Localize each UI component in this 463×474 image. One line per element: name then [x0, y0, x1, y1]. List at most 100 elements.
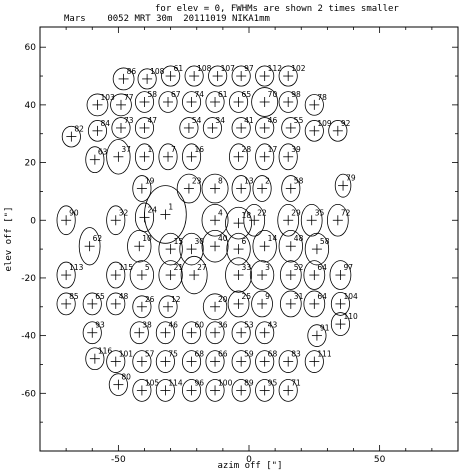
detector-72: 72: [326, 203, 351, 237]
detector-label: 64: [317, 263, 327, 272]
detector-84: 84: [87, 119, 110, 142]
detector-label: 46: [168, 321, 178, 330]
detector-ellipse: [255, 117, 275, 139]
detector-ellipse: [307, 324, 327, 347]
y-tick-label: 0: [30, 216, 36, 226]
detector-ellipse: [158, 232, 183, 266]
detector-70: 70: [251, 87, 279, 117]
detector-109: 109: [304, 119, 332, 142]
detector-label: 67: [171, 90, 181, 99]
detector-ellipse: [255, 350, 275, 373]
detector-label: 30: [195, 237, 205, 246]
detector-ellipse: [225, 206, 253, 240]
detector-label: 60: [195, 321, 205, 330]
x-tick-label: 50: [374, 455, 386, 465]
detector-ellipse: [108, 373, 128, 397]
detector-label: 33: [242, 263, 252, 272]
detector-label: 22: [257, 208, 267, 217]
detector-ellipse: [255, 379, 275, 402]
detector-64: 64: [303, 260, 327, 290]
detector-ellipse: [127, 229, 152, 263]
detector-label: 70: [268, 90, 278, 99]
detector-96: 96: [181, 378, 204, 402]
detector-52: 52: [279, 260, 304, 290]
detector-78: 78: [304, 93, 327, 116]
detector-112: 112: [255, 64, 282, 87]
detector-ellipse: [106, 139, 131, 175]
detector-ellipse: [184, 65, 204, 87]
detector-ellipse: [161, 65, 181, 87]
detector-ellipse: [56, 205, 76, 236]
chart-title: for elev = 0, FWHMs are shown 2 times sm…: [155, 4, 399, 14]
detector-ellipse: [158, 295, 178, 319]
detector-label: 91: [320, 324, 330, 333]
detector-30: 30: [179, 232, 205, 266]
detector-ellipse: [180, 255, 208, 295]
detector-ellipse: [134, 91, 155, 113]
detector-ellipse: [251, 87, 279, 117]
detector-ellipse: [82, 292, 102, 316]
detector-74: 74: [181, 90, 204, 113]
detector-ellipse: [155, 379, 175, 402]
detector-ellipse: [181, 379, 202, 402]
y-tick-label: 40: [25, 101, 37, 111]
detector-6: 6: [226, 232, 251, 266]
detector-57: 57: [132, 350, 155, 373]
detector-26: 26: [132, 295, 155, 319]
detector-ellipse: [106, 261, 126, 289]
detector-58: 58: [134, 90, 157, 113]
detector-ellipse: [300, 203, 323, 237]
detector-ellipse: [82, 321, 102, 345]
detector-ellipse: [158, 260, 183, 290]
detector-label: 3: [265, 263, 270, 272]
detector-ellipse: [329, 260, 352, 290]
detector-label: 89: [244, 378, 254, 387]
detector-ellipse: [201, 173, 229, 204]
detector-107: 107: [208, 64, 235, 87]
detector-ellipse: [158, 143, 178, 171]
detector-label: 80: [121, 373, 131, 382]
detector-37: 37: [106, 139, 131, 175]
detector-41: 41: [231, 116, 254, 139]
detector-62: 62: [78, 227, 102, 266]
detector-5: 5: [129, 260, 155, 290]
detector-ellipse: [56, 292, 76, 316]
detector-ellipse: [304, 120, 324, 142]
detector-ellipse: [304, 350, 324, 373]
detector-7: 7: [158, 143, 178, 171]
detector-ellipse: [78, 227, 101, 266]
detector-label: 48: [294, 234, 304, 243]
detector-108: 108: [137, 67, 165, 90]
detector-label: 32: [119, 208, 129, 217]
detector-ellipse: [278, 143, 298, 171]
detector-ellipse: [330, 312, 350, 337]
detector-label: 98: [291, 90, 301, 99]
detector-54: 54: [179, 116, 202, 139]
detector-ellipse: [110, 93, 132, 117]
detector-ellipse: [202, 293, 228, 321]
detector-label: 104: [343, 292, 358, 301]
detector-label: 102: [291, 64, 306, 73]
detector-ellipse: [231, 350, 251, 373]
detector-28: 28: [229, 143, 251, 171]
detector-label: 41: [244, 116, 254, 125]
detector-label: 75: [168, 350, 178, 359]
detector-ellipse: [202, 117, 222, 139]
detector-90: 90: [56, 205, 79, 236]
detector-ellipse: [132, 175, 152, 202]
detector-ellipse: [278, 229, 303, 263]
detector-label: 1: [148, 145, 153, 154]
detector-label: 38: [142, 321, 152, 330]
detector-39: 39: [278, 143, 301, 171]
detector-68: 68: [181, 350, 204, 373]
detector-31: 31: [279, 290, 304, 318]
y-tick-label: -20: [21, 274, 36, 284]
detector-label: 55: [294, 116, 304, 125]
detector-ellipse: [208, 65, 228, 87]
detector-80: 80: [108, 373, 131, 397]
detector-67: 67: [158, 90, 181, 113]
detector-105: 105: [132, 378, 159, 402]
detector-ellipse: [85, 347, 105, 371]
